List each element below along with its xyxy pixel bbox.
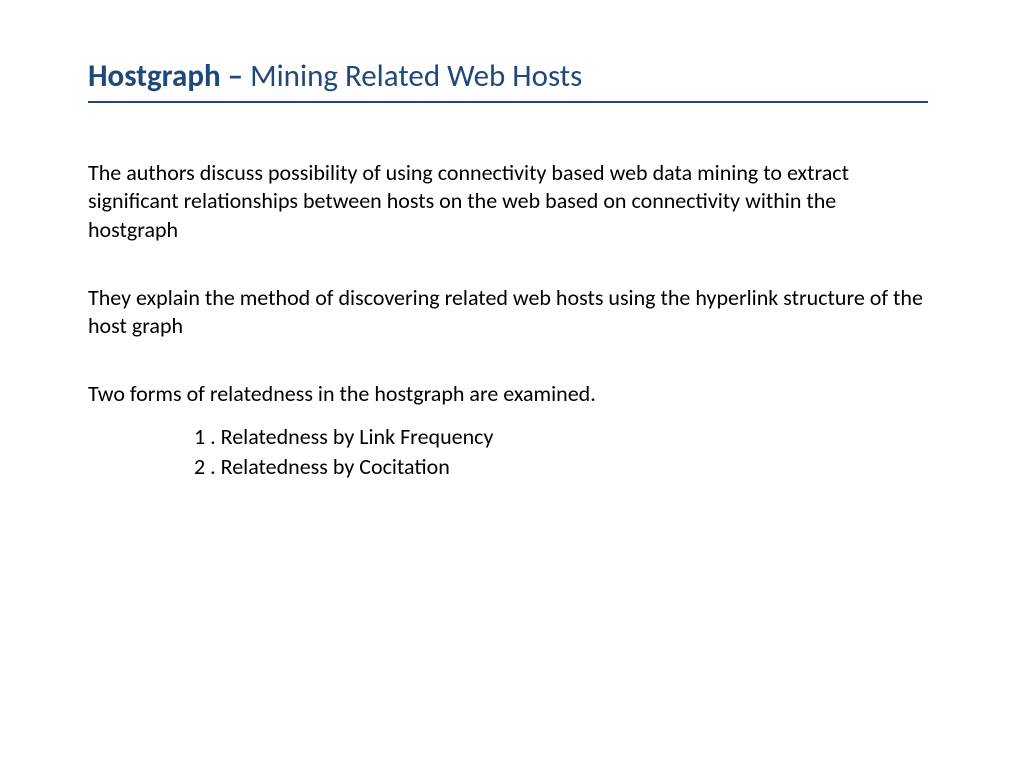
relatedness-list: 1 . Relatedness by Link Frequency 2 . Re… <box>194 422 928 481</box>
title-light-segment: Mining Related Web Hosts <box>250 57 582 95</box>
slide-body: The authors discuss possibility of using… <box>88 159 976 481</box>
paragraph-2: They explain the method of discovering r… <box>88 284 928 340</box>
list-item: 2 . Relatedness by Cocitation <box>194 452 928 482</box>
paragraph-1: The authors discuss possibility of using… <box>88 159 928 243</box>
title-bold-segment: Hostgraph – <box>88 57 250 95</box>
list-item: 1 . Relatedness by Link Frequency <box>194 422 928 452</box>
slide: Hostgraph – Mining Related Web Hosts The… <box>0 0 1024 522</box>
paragraph-3: Two forms of relatedness in the hostgrap… <box>88 380 928 408</box>
slide-title: Hostgraph – Mining Related Web Hosts <box>88 58 928 103</box>
